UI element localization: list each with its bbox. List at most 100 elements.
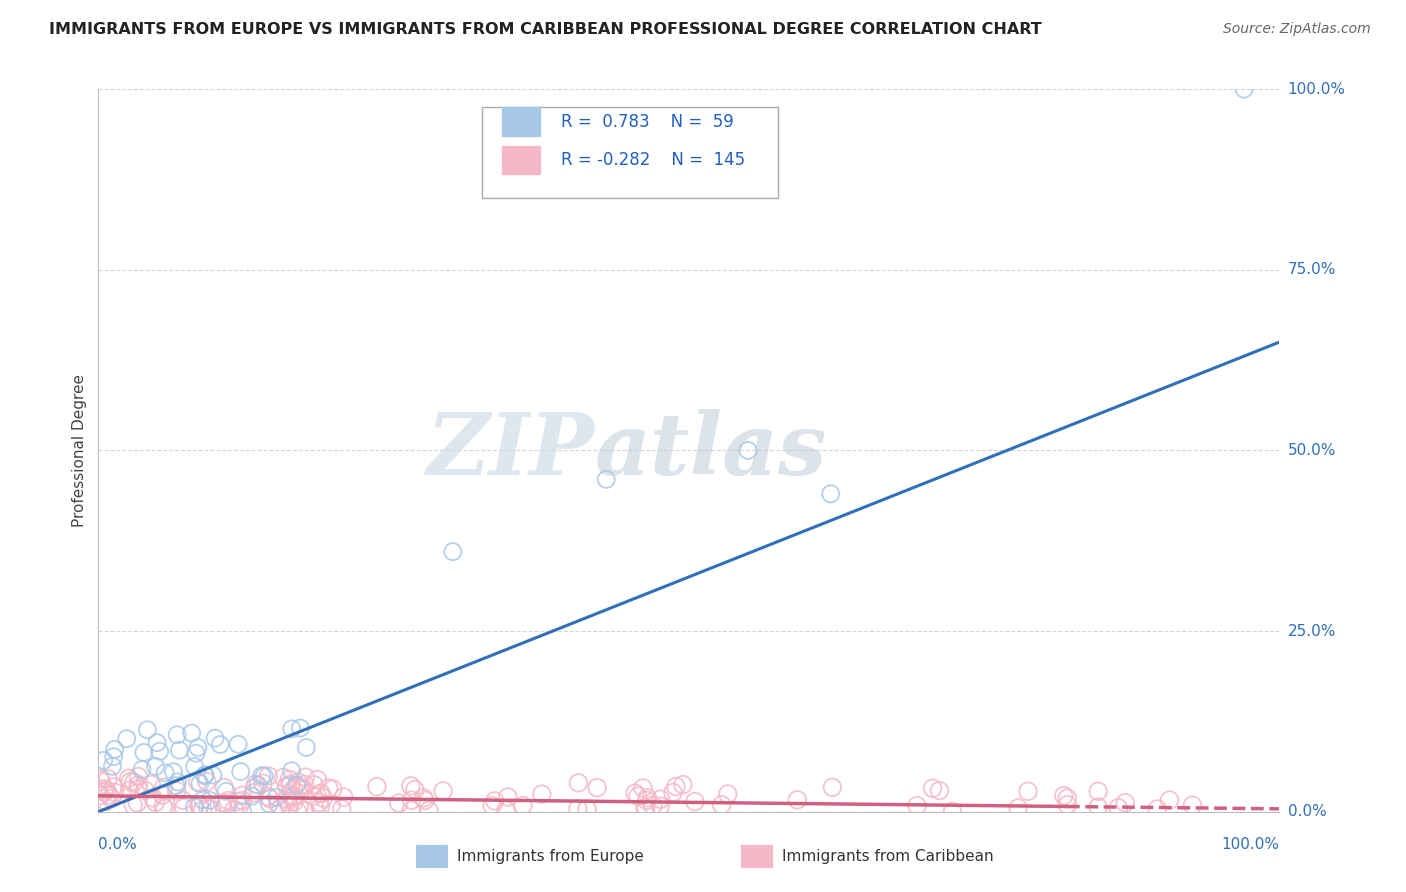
Point	[253, 769, 276, 783]
Point	[928, 783, 950, 797]
Point	[401, 793, 423, 807]
Point	[152, 799, 174, 814]
Point	[1181, 798, 1204, 813]
Point	[276, 791, 298, 805]
Point	[278, 777, 301, 791]
Text: R =  0.783    N =  59: R = 0.783 N = 59	[561, 112, 734, 131]
Point	[1053, 789, 1076, 803]
Point	[141, 778, 163, 792]
Point	[101, 759, 124, 773]
Point	[231, 793, 253, 807]
Point	[232, 805, 254, 819]
Point	[309, 786, 332, 800]
Point	[172, 793, 194, 807]
Point	[173, 801, 195, 815]
Point	[309, 787, 332, 801]
Point	[333, 790, 356, 805]
Point	[120, 774, 142, 789]
Point	[127, 781, 149, 796]
Point	[636, 790, 658, 805]
Point	[231, 789, 253, 803]
Point	[122, 775, 145, 789]
Text: Immigrants from Caribbean: Immigrants from Caribbean	[782, 849, 994, 863]
Point	[187, 740, 209, 755]
Point	[250, 769, 273, 783]
Point	[821, 780, 844, 795]
Point	[270, 801, 292, 815]
Point	[278, 772, 301, 787]
Point	[204, 731, 226, 746]
Point	[165, 779, 187, 793]
Point	[122, 798, 145, 813]
Point	[321, 797, 343, 812]
Point	[1087, 800, 1109, 814]
Point	[252, 776, 274, 790]
Point	[245, 777, 267, 791]
Text: 75.0%: 75.0%	[1288, 262, 1336, 277]
Point	[166, 783, 188, 797]
Point	[93, 785, 115, 799]
Point	[166, 775, 188, 789]
Point	[89, 789, 111, 803]
Point	[188, 799, 211, 814]
Point	[145, 796, 167, 810]
Point	[634, 800, 657, 814]
Point	[288, 800, 311, 814]
Point	[96, 783, 118, 797]
Point	[90, 774, 112, 789]
Point	[93, 753, 115, 767]
Point	[432, 784, 454, 798]
Text: 100.0%: 100.0%	[1288, 82, 1346, 96]
Point	[484, 794, 506, 808]
Point	[308, 796, 330, 810]
Point	[197, 801, 219, 815]
Point	[586, 780, 609, 795]
Point	[1007, 801, 1029, 815]
Point	[650, 799, 672, 814]
Point	[281, 722, 304, 736]
Point	[97, 772, 120, 786]
Point	[184, 746, 207, 760]
Point	[624, 786, 647, 800]
Text: IMMIGRANTS FROM EUROPE VS IMMIGRANTS FROM CARIBBEAN PROFESSIONAL DEGREE CORRELAT: IMMIGRANTS FROM EUROPE VS IMMIGRANTS FRO…	[49, 22, 1042, 37]
Point	[330, 802, 353, 816]
Point	[211, 796, 233, 810]
Point	[1233, 82, 1256, 96]
Point	[294, 804, 316, 818]
Point	[243, 781, 266, 796]
Point	[786, 793, 808, 807]
Point	[127, 770, 149, 784]
Point	[312, 791, 335, 805]
Point	[200, 802, 222, 816]
Point	[567, 776, 589, 790]
Point	[1114, 796, 1136, 810]
Point	[134, 783, 156, 797]
Point	[1017, 784, 1039, 798]
Point	[595, 472, 617, 486]
Point	[1056, 791, 1078, 805]
Point	[481, 798, 503, 813]
Point	[187, 774, 209, 789]
Point	[183, 759, 205, 773]
Text: 100.0%: 100.0%	[1222, 837, 1279, 852]
Point	[576, 802, 599, 816]
Point	[302, 778, 325, 792]
Point	[180, 726, 202, 740]
Point	[672, 778, 695, 792]
Point	[631, 780, 654, 795]
Text: Immigrants from Europe: Immigrants from Europe	[457, 849, 644, 863]
Point	[191, 803, 214, 817]
Point	[512, 798, 534, 813]
Point	[217, 794, 239, 808]
Point	[710, 797, 733, 812]
Point	[166, 728, 188, 742]
Point	[1146, 802, 1168, 816]
Point	[243, 786, 266, 800]
Point	[683, 795, 706, 809]
Point	[294, 770, 316, 784]
Point	[145, 759, 167, 773]
Point	[281, 791, 304, 805]
Point	[290, 783, 312, 797]
Point	[98, 788, 121, 802]
Point	[226, 794, 249, 808]
